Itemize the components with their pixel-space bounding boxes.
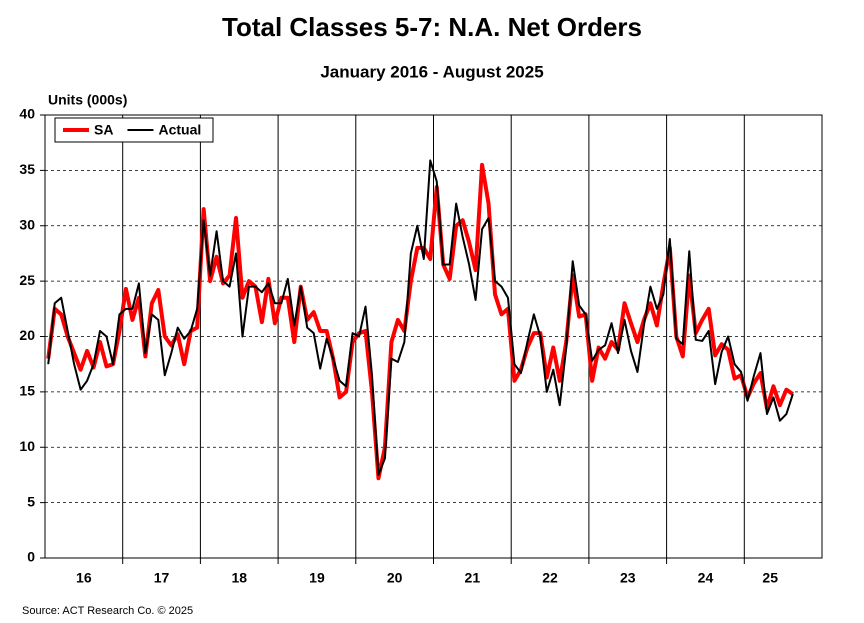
- y-tick-label: 25: [19, 272, 35, 288]
- series-line: [46, 162, 794, 481]
- source: Source: ACT Research Co. © 2025: [22, 605, 193, 617]
- x-tick-label: 24: [698, 570, 714, 586]
- chart-title: Total Classes 5-7: N.A. Net Orders: [222, 12, 642, 42]
- series-line: [47, 159, 794, 476]
- x-tick-label: 21: [465, 570, 481, 586]
- x-tick-label: 17: [154, 570, 170, 586]
- y-tick-label: 10: [19, 438, 35, 454]
- legend-label: SA: [94, 122, 113, 138]
- y-tick-label: 15: [19, 383, 35, 399]
- x-tick-label: 25: [762, 570, 778, 586]
- y-tick-label: 40: [19, 106, 35, 122]
- chart-subtitle: January 2016 - August 2025: [320, 62, 543, 81]
- legend-label: Actual: [158, 122, 201, 138]
- y-axis-label: Units (000s): [48, 92, 127, 108]
- y-tick-label: 30: [19, 216, 35, 232]
- x-tick-label: 19: [309, 570, 325, 586]
- y-tick-label: 35: [19, 161, 35, 177]
- x-tick-label: 22: [542, 570, 558, 586]
- x-tick-label: 18: [231, 570, 247, 586]
- y-tick-label: 20: [19, 327, 35, 343]
- x-tick-label: 20: [387, 570, 403, 586]
- x-tick-label: 16: [76, 570, 92, 586]
- y-tick-label: 0: [27, 549, 35, 565]
- y-tick-label: 5: [27, 493, 35, 509]
- x-tick-label: 23: [620, 570, 636, 586]
